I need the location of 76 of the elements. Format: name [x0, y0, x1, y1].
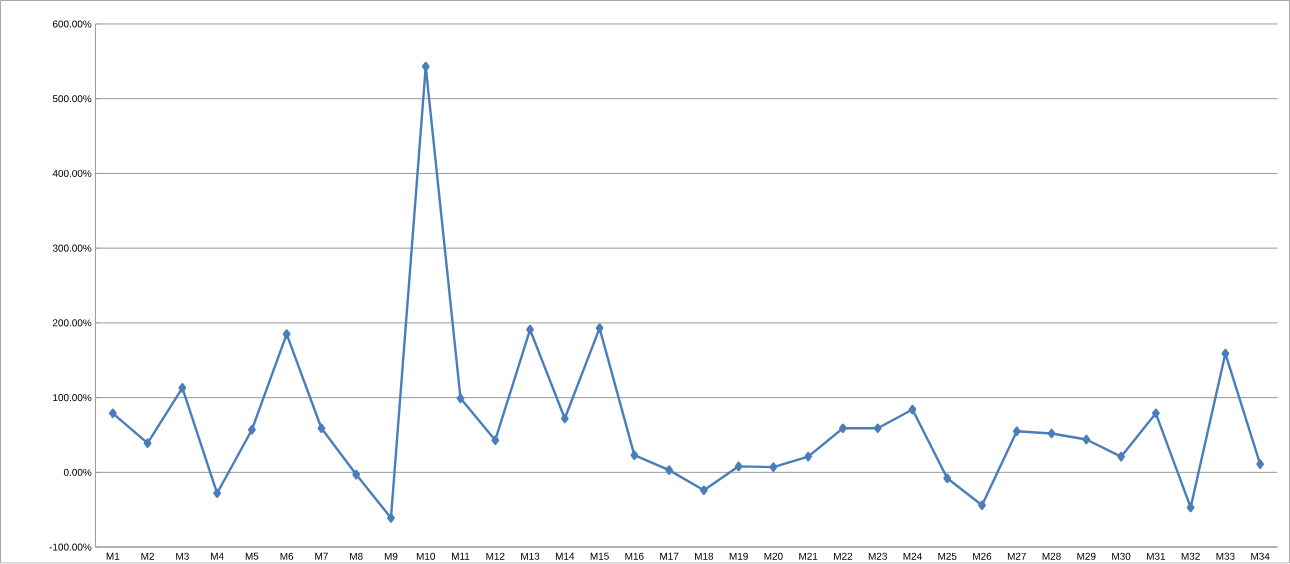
x-tick-label: M24	[903, 552, 922, 560]
x-tick-label: M23	[868, 552, 887, 561]
point	[526, 325, 534, 335]
point	[560, 413, 569, 424]
point	[1047, 428, 1056, 439]
x-tick-label: M10	[416, 552, 436, 561]
point	[491, 435, 500, 446]
x-tick-label: M19	[729, 552, 748, 561]
point	[978, 500, 986, 511]
x-tick-label: M1	[106, 553, 120, 560]
point	[595, 323, 604, 334]
point	[734, 461, 743, 472]
point	[804, 452, 813, 462]
x-tick-label: M4	[211, 553, 224, 560]
x-tick-label: M15	[590, 553, 609, 560]
x-tick-label: M14	[555, 553, 575, 560]
x-tick-label: M34	[1251, 552, 1270, 561]
x-tick-label: M13	[521, 552, 540, 561]
x-tick-label: M16	[625, 552, 644, 561]
point	[908, 404, 917, 415]
point	[317, 423, 326, 434]
point	[282, 329, 291, 340]
point	[421, 61, 430, 72]
x-tick-label: M29	[1077, 552, 1096, 561]
point	[630, 450, 639, 461]
point	[1012, 426, 1021, 437]
x-tick-label: M7	[315, 553, 328, 560]
point	[213, 488, 222, 499]
x-tick-label: M5	[245, 553, 259, 560]
point	[1221, 348, 1230, 359]
point	[1117, 452, 1125, 462]
point	[943, 473, 952, 484]
x-tick-label: M9	[384, 552, 398, 561]
x-tick-label: M21	[799, 552, 818, 560]
x-tick-label: M6	[280, 552, 294, 561]
x-tick-label: M20	[764, 552, 783, 561]
y-tick-label: 100.00%	[53, 394, 92, 402]
x-tick-label: M8	[350, 552, 363, 561]
x-tick-label: M17	[660, 553, 679, 560]
point	[248, 425, 256, 435]
point	[387, 513, 395, 523]
point	[1151, 408, 1160, 419]
point	[178, 383, 187, 393]
y-tick-label: 500.00%	[52, 95, 92, 103]
point	[352, 470, 361, 480]
x-tick-label: M2	[141, 552, 154, 560]
point	[873, 423, 882, 434]
point	[1082, 434, 1091, 445]
x-tick-label: M22	[834, 552, 853, 560]
y-tick-label: 0.00%	[63, 469, 92, 477]
point	[143, 438, 152, 449]
point	[456, 393, 465, 404]
point	[1186, 502, 1195, 513]
y-tick-label: 400.00%	[52, 170, 92, 178]
y-tick-label: 200.00%	[52, 319, 92, 327]
x-tick-label: M25	[938, 552, 957, 561]
x-tick-label: M18	[695, 552, 714, 561]
x-tick-label: M27	[1007, 552, 1026, 560]
x-tick-label: M26	[973, 552, 992, 561]
point	[108, 408, 117, 419]
x-tick-label: M3	[176, 552, 189, 561]
point	[1256, 459, 1265, 470]
x-tick-label: M30	[1112, 552, 1131, 561]
point	[769, 462, 778, 473]
point	[665, 465, 673, 476]
x-tick-label: M31	[1146, 552, 1166, 561]
x-tick-label: M11	[452, 553, 470, 560]
x-tick-label: M33	[1216, 552, 1235, 561]
x-tick-label: M12	[486, 552, 505, 560]
x-tick-label: M32	[1181, 552, 1200, 561]
point	[839, 423, 847, 434]
y-tick-label: -100.00%	[49, 543, 92, 551]
x-tick-label: M28	[1042, 552, 1061, 561]
y-tick-label: 300.00%	[52, 244, 92, 252]
point	[699, 485, 708, 496]
y-tick-label: 600.00%	[52, 20, 92, 28]
